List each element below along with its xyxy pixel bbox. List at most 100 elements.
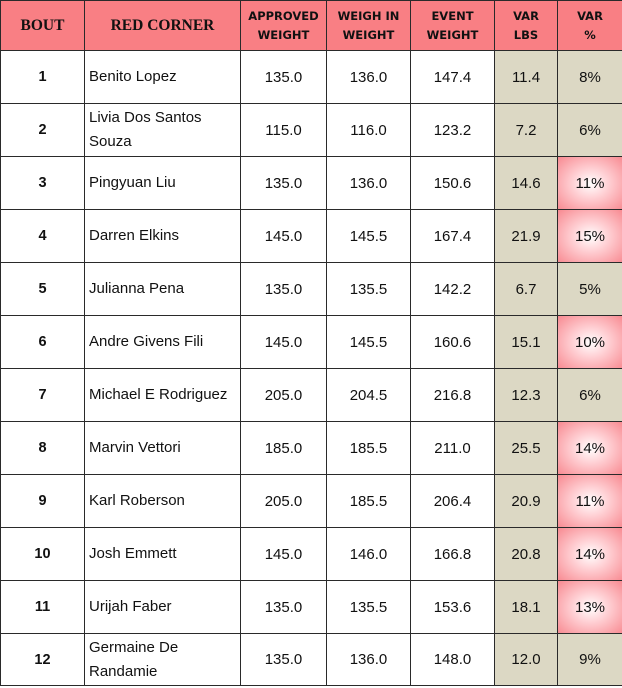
- table-row: 4 Darren Elkins 145.0 145.5 167.4 21.9 1…: [0, 209, 622, 263]
- fighter-name-cell: Michael E Rodriguez: [84, 368, 241, 422]
- approved-weight-cell: 135.0: [240, 633, 327, 686]
- approved-weight-cell: 115.0: [240, 103, 327, 157]
- bout-number-cell: 6: [0, 315, 85, 369]
- var-percent-cell-highlighted: 10%: [557, 315, 622, 369]
- var-percent-cell-highlighted: 13%: [557, 580, 622, 634]
- bout-number-cell: 10: [0, 527, 85, 581]
- weigh-in-weight-cell: 146.0: [326, 527, 411, 581]
- var-percent-cell-highlighted: 14%: [557, 421, 622, 475]
- var-lbs-cell: 7.2: [494, 103, 558, 157]
- approved-weight-cell: 135.0: [240, 156, 327, 210]
- approved-weight-cell: 145.0: [240, 315, 327, 369]
- header-bout: BOUT: [0, 0, 85, 51]
- weigh-in-weight-cell: 135.5: [326, 262, 411, 316]
- event-weight-cell: 142.2: [410, 262, 495, 316]
- weigh-in-weight-cell: 145.5: [326, 315, 411, 369]
- fighter-name-cell: Julianna Pena: [84, 262, 241, 316]
- weigh-in-weight-cell: 145.5: [326, 209, 411, 263]
- table-row: 8 Marvin Vettori 185.0 185.5 211.0 25.5 …: [0, 421, 622, 475]
- header-approved-weight: APPROVED WEIGHT: [240, 0, 327, 51]
- var-lbs-cell: 12.3: [494, 368, 558, 422]
- var-lbs-cell: 20.9: [494, 474, 558, 528]
- approved-weight-cell: 135.0: [240, 580, 327, 634]
- table-row: 5 Julianna Pena 135.0 135.5 142.2 6.7 5%: [0, 262, 622, 316]
- approved-weight-cell: 135.0: [240, 50, 327, 104]
- weigh-in-weight-cell: 185.5: [326, 474, 411, 528]
- var-percent-cell: 5%: [557, 262, 622, 316]
- approved-weight-cell: 145.0: [240, 209, 327, 263]
- fighter-name-cell: Urijah Faber: [84, 580, 241, 634]
- table-row: 3 Pingyuan Liu 135.0 136.0 150.6 14.6 11…: [0, 156, 622, 210]
- bout-number-cell: 7: [0, 368, 85, 422]
- var-percent-cell: 6%: [557, 103, 622, 157]
- bout-number-cell: 11: [0, 580, 85, 634]
- event-weight-cell: 153.6: [410, 580, 495, 634]
- table-row: 9 Karl Roberson 205.0 185.5 206.4 20.9 1…: [0, 474, 622, 528]
- event-weight-cell: 148.0: [410, 633, 495, 686]
- fighter-name-cell: Andre Givens Fili: [84, 315, 241, 369]
- var-percent-cell-highlighted: 11%: [557, 156, 622, 210]
- event-weight-cell: 167.4: [410, 209, 495, 263]
- header-red-corner: RED CORNER: [84, 0, 241, 51]
- event-weight-cell: 123.2: [410, 103, 495, 157]
- var-percent-cell-highlighted: 15%: [557, 209, 622, 263]
- bout-number-cell: 3: [0, 156, 85, 210]
- weigh-in-weight-cell: 204.5: [326, 368, 411, 422]
- var-lbs-cell: 12.0: [494, 633, 558, 686]
- weigh-in-weight-cell: 136.0: [326, 633, 411, 686]
- var-lbs-cell: 14.6: [494, 156, 558, 210]
- fighter-name-cell: Livia Dos Santos Souza: [84, 103, 241, 157]
- bout-number-cell: 4: [0, 209, 85, 263]
- weigh-in-weight-cell: 135.5: [326, 580, 411, 634]
- weigh-in-weight-cell: 136.0: [326, 156, 411, 210]
- fighter-name-cell: Pingyuan Liu: [84, 156, 241, 210]
- event-weight-cell: 216.8: [410, 368, 495, 422]
- table-row: 2 Livia Dos Santos Souza 115.0 116.0 123…: [0, 103, 622, 157]
- var-percent-cell: 9%: [557, 633, 622, 686]
- table-row: 7 Michael E Rodriguez 205.0 204.5 216.8 …: [0, 368, 622, 422]
- bout-number-cell: 5: [0, 262, 85, 316]
- approved-weight-cell: 205.0: [240, 368, 327, 422]
- bout-number-cell: 2: [0, 103, 85, 157]
- fighter-name-cell: Karl Roberson: [84, 474, 241, 528]
- header-var-lbs: VAR LBS: [494, 0, 558, 51]
- table-row: 1 Benito Lopez 135.0 136.0 147.4 11.4 8%: [0, 50, 622, 104]
- var-lbs-cell: 18.1: [494, 580, 558, 634]
- approved-weight-cell: 145.0: [240, 527, 327, 581]
- fighter-name-cell: Marvin Vettori: [84, 421, 241, 475]
- event-weight-cell: 160.6: [410, 315, 495, 369]
- fighter-name-cell: Darren Elkins: [84, 209, 241, 263]
- approved-weight-cell: 135.0: [240, 262, 327, 316]
- event-weight-cell: 147.4: [410, 50, 495, 104]
- event-weight-cell: 150.6: [410, 156, 495, 210]
- var-lbs-cell: 6.7: [494, 262, 558, 316]
- table-row: 12 Germaine De Randamie 135.0 136.0 148.…: [0, 633, 622, 686]
- var-lbs-cell: 25.5: [494, 421, 558, 475]
- var-percent-cell: 6%: [557, 368, 622, 422]
- fighter-name-cell: Josh Emmett: [84, 527, 241, 581]
- header-weigh-in-weight: WEIGH IN WEIGHT: [326, 0, 411, 51]
- header-var-percent: VAR%: [557, 0, 622, 51]
- table-row: 11 Urijah Faber 135.0 135.5 153.6 18.1 1…: [0, 580, 622, 634]
- var-lbs-cell: 21.9: [494, 209, 558, 263]
- weigh-in-weight-cell: 116.0: [326, 103, 411, 157]
- table-row: 10 Josh Emmett 145.0 146.0 166.8 20.8 14…: [0, 527, 622, 581]
- bout-number-cell: 12: [0, 633, 85, 686]
- table-row: 6 Andre Givens Fili 145.0 145.5 160.6 15…: [0, 315, 622, 369]
- var-percent-cell-highlighted: 11%: [557, 474, 622, 528]
- event-weight-cell: 166.8: [410, 527, 495, 581]
- var-lbs-cell: 15.1: [494, 315, 558, 369]
- header-event-weight: EVENT WEIGHT: [410, 0, 495, 51]
- event-weight-cell: 206.4: [410, 474, 495, 528]
- weigh-in-weight-cell: 136.0: [326, 50, 411, 104]
- approved-weight-cell: 185.0: [240, 421, 327, 475]
- var-percent-cell-highlighted: 14%: [557, 527, 622, 581]
- var-lbs-cell: 11.4: [494, 50, 558, 104]
- event-weight-cell: 211.0: [410, 421, 495, 475]
- header-row: BOUT RED CORNER APPROVED WEIGHT WEIGH IN W…: [0, 0, 622, 51]
- bout-number-cell: 8: [0, 421, 85, 475]
- fighter-name-cell: Benito Lopez: [84, 50, 241, 104]
- var-percent-cell: 8%: [557, 50, 622, 104]
- approved-weight-cell: 205.0: [240, 474, 327, 528]
